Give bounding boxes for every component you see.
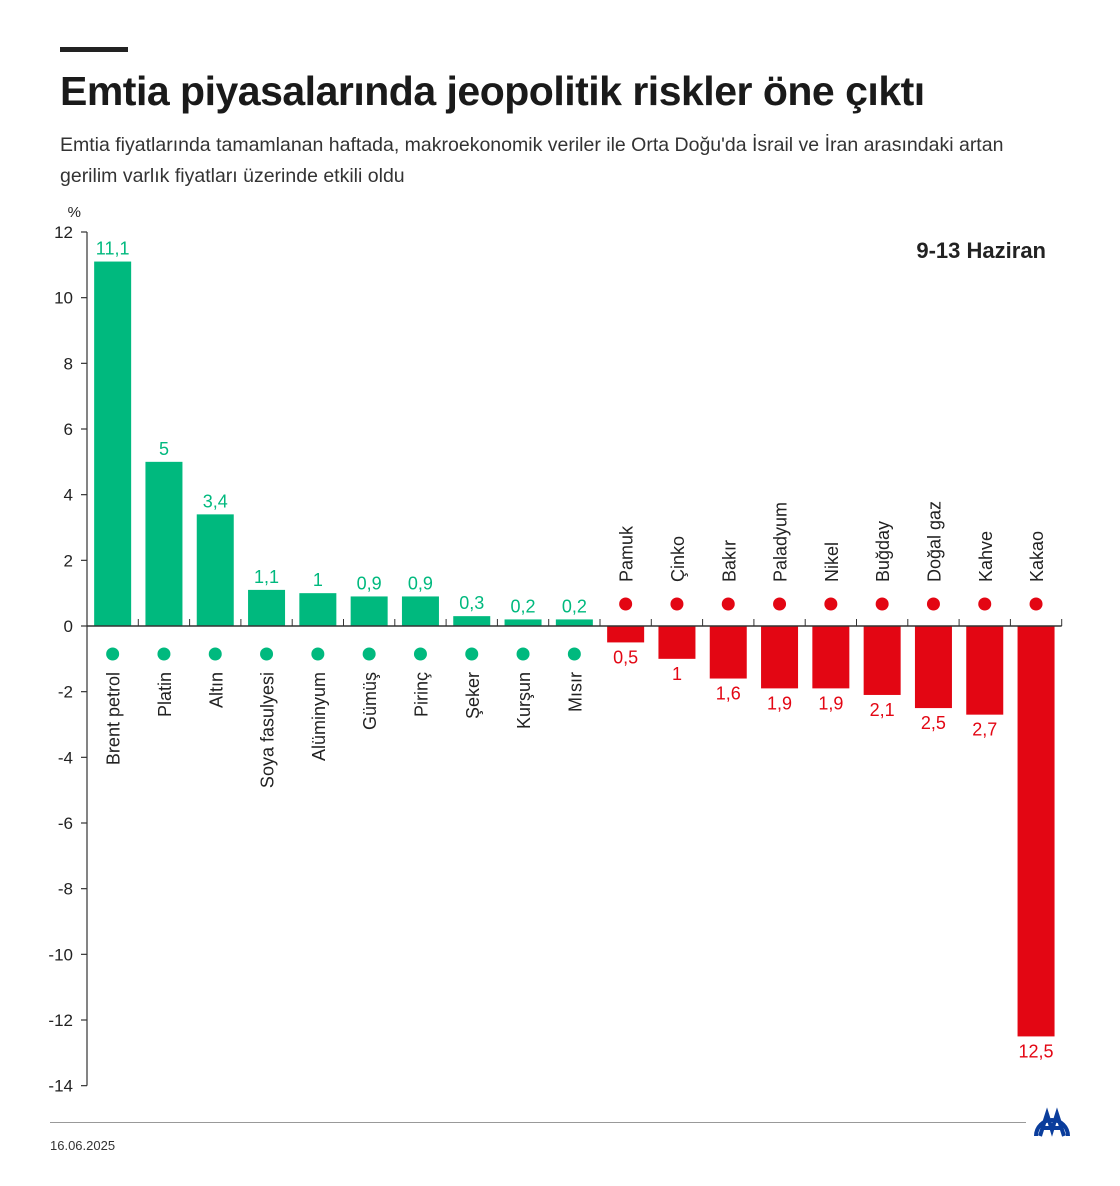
y-tick-label: -6	[58, 814, 73, 833]
bar	[812, 626, 850, 689]
value-label: 2,5	[921, 713, 946, 733]
value-label: 1,6	[716, 684, 741, 704]
oil-barrel-icon	[106, 647, 120, 661]
metal-ingot-icon	[311, 647, 325, 661]
bar	[453, 616, 491, 626]
category-label: Alüminyum	[309, 672, 329, 761]
metal-ingot-icon	[721, 597, 735, 611]
corn-icon	[567, 647, 581, 661]
value-label: 1	[313, 570, 323, 590]
value-label: 3,4	[203, 491, 228, 511]
y-tick-label: -2	[58, 683, 73, 702]
value-label: 2,1	[870, 700, 895, 720]
flame-icon	[926, 597, 940, 611]
cotton-icon	[619, 597, 633, 611]
bar	[966, 626, 1004, 715]
category-label: Brent petrol	[104, 672, 124, 765]
category-label: Çinko	[668, 536, 688, 582]
metal-ingot-icon	[516, 647, 530, 661]
metal-ingot-icon	[208, 647, 222, 661]
category-label: Şeker	[463, 672, 483, 719]
value-label: 2,7	[972, 720, 997, 740]
aa-logo	[1034, 1107, 1070, 1137]
value-label: 1	[672, 664, 682, 684]
bar	[709, 626, 747, 679]
category-label: Soya fasulyesi	[258, 672, 278, 788]
y-tick-label: -10	[48, 945, 73, 964]
bar	[607, 626, 645, 643]
metal-ingot-icon	[824, 597, 838, 611]
y-tick-label: 12	[54, 223, 73, 242]
y-tick-label: -14	[48, 1077, 73, 1096]
metal-ingot-icon	[362, 647, 376, 661]
category-label: Paladyum	[771, 502, 791, 582]
category-label: Kahve	[976, 531, 996, 582]
bar	[555, 619, 593, 626]
value-label: 5	[159, 439, 169, 459]
bar	[761, 626, 799, 689]
category-label: Kakao	[1027, 531, 1047, 582]
y-tick-label: 6	[64, 420, 73, 439]
wheat-icon	[875, 597, 889, 611]
bar	[196, 514, 234, 626]
value-label: 12,5	[1019, 1041, 1054, 1061]
y-tick-label: 4	[64, 486, 73, 505]
title-accent-bar	[60, 47, 128, 52]
value-label: 1,1	[254, 567, 279, 587]
value-label: 0,5	[613, 647, 638, 667]
value-label: 0,2	[562, 596, 587, 616]
value-label: 0,3	[459, 593, 484, 613]
subtitle: Emtia fiyatlarında tamamlanan haftada, m…	[60, 134, 1004, 187]
bar	[658, 626, 696, 659]
metal-ingot-icon	[773, 597, 787, 611]
metal-ingot-icon	[670, 597, 684, 611]
y-tick-label: 10	[54, 289, 73, 308]
value-label: 1,9	[818, 693, 843, 713]
bar	[914, 626, 952, 709]
bar	[401, 596, 439, 626]
category-label: Kurşun	[514, 672, 534, 729]
rice-sack-icon	[413, 647, 427, 661]
bar	[145, 461, 183, 626]
soybean-icon	[260, 647, 274, 661]
value-label: 0,9	[408, 573, 433, 593]
bar	[863, 626, 901, 695]
bar	[248, 589, 286, 626]
value-label: 0,2	[511, 596, 536, 616]
category-label: Doğal gaz	[924, 501, 944, 582]
bar	[504, 619, 542, 626]
y-tick-label: -8	[58, 880, 73, 899]
metal-ingot-icon	[157, 647, 171, 661]
category-label: Altın	[206, 672, 226, 708]
bar	[94, 261, 132, 626]
bar	[1017, 626, 1055, 1037]
y-tick-label: 8	[64, 354, 73, 373]
y-tick-label: -4	[58, 748, 73, 767]
category-label: Mısır	[565, 672, 585, 712]
category-label: Buğday	[873, 521, 893, 582]
bar	[350, 596, 388, 626]
category-label: Gümüş	[360, 672, 380, 730]
coffee-bean-icon	[978, 597, 992, 611]
y-tick-label: -12	[48, 1011, 73, 1030]
y-tick-label: 2	[64, 551, 73, 570]
y-axis-unit: %	[68, 204, 81, 221]
category-label: Platin	[155, 672, 175, 717]
category-label: Bakır	[719, 540, 739, 582]
page-title: Emtia piyasalarında jeopolitik riskler ö…	[60, 68, 925, 114]
value-label: 0,9	[357, 573, 382, 593]
value-label: 1,9	[767, 693, 792, 713]
period-label: 9-13 Haziran	[916, 238, 1046, 263]
cocoa-icon	[1029, 597, 1043, 611]
value-label: 11,1	[96, 239, 130, 259]
date-label: 16.06.2025	[50, 1138, 116, 1153]
footer-divider	[50, 1122, 1026, 1123]
category-label: Pamuk	[617, 525, 637, 582]
sugar-sack-icon	[465, 647, 479, 661]
y-tick-label: 0	[64, 617, 73, 636]
category-label: Nikel	[822, 542, 842, 582]
bar	[299, 593, 337, 626]
category-label: Pirinç	[411, 672, 431, 717]
